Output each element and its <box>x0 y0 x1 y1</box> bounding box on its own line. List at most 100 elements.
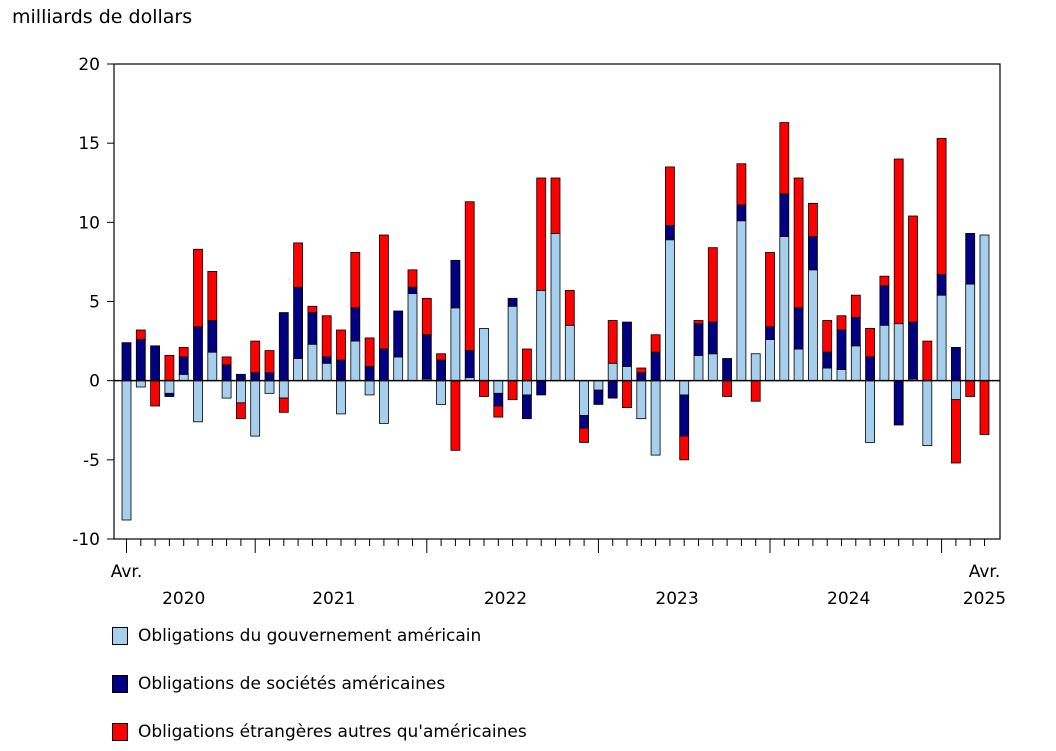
bar-gov-44 <box>750 353 761 382</box>
bar-foreign-48 <box>808 202 818 237</box>
bar-corp-2 <box>150 345 161 382</box>
bar-gov-8 <box>235 380 246 404</box>
bar-foreign-52 <box>865 328 875 358</box>
bar-foreign-55 <box>908 215 918 323</box>
bar-foreign-8 <box>235 402 246 420</box>
bar-foreign-18 <box>378 234 389 350</box>
bar-gov-33 <box>593 380 604 391</box>
legend-label-corp: Obligations de sociétés américaines <box>138 674 446 694</box>
bar-foreign-34 <box>607 320 618 364</box>
bar-corp-15 <box>336 359 346 382</box>
bar-foreign-60 <box>979 380 990 435</box>
bar-gov-47 <box>793 348 804 382</box>
bar-foreign-28 <box>522 348 532 382</box>
bar-foreign-41 <box>707 247 718 323</box>
bar-corp-23 <box>450 259 461 309</box>
bar-gov-13 <box>307 343 318 382</box>
bar-gov-30 <box>550 233 561 382</box>
bar-foreign-26 <box>493 405 504 418</box>
bar-gov-17 <box>364 380 375 396</box>
bar-corp-45 <box>765 326 775 340</box>
bar-foreign-47 <box>793 177 804 309</box>
bar-corp-1 <box>135 339 146 382</box>
bar-foreign-16 <box>350 252 361 309</box>
bar-corp-22 <box>436 359 447 382</box>
bar-gov-34 <box>607 362 618 382</box>
bar-corp-29 <box>536 380 547 396</box>
bar-corp-37 <box>650 351 661 382</box>
bar-gov-26 <box>493 380 504 394</box>
bar-corp-59 <box>965 233 976 285</box>
bar-corp-55 <box>908 321 918 380</box>
bar-gov-60 <box>979 234 990 382</box>
bar-gov-25 <box>479 328 489 382</box>
bar-foreign-40 <box>693 320 704 325</box>
y-tick-label-0: 0 <box>89 372 100 392</box>
bar-gov-20 <box>407 293 418 382</box>
bar-corp-32 <box>579 415 589 429</box>
bar-foreign-53 <box>879 275 890 287</box>
bar-gov-32 <box>579 380 589 416</box>
x-year-label-2023: 2023 <box>655 589 698 609</box>
bar-corp-24 <box>464 350 475 378</box>
x-year-label-2020: 2020 <box>162 589 205 609</box>
bar-foreign-5 <box>193 248 203 328</box>
legend-swatch-gov <box>112 627 128 645</box>
bar-foreign-13 <box>307 305 318 313</box>
bar-corp-34 <box>607 380 618 399</box>
bar-corp-42 <box>722 358 732 382</box>
y-axis: -10 -5 0 5 10 15 20 <box>72 55 114 550</box>
bar-foreign-17 <box>364 337 375 367</box>
y-axis-unit-label: milliards de dollars <box>12 6 193 28</box>
bar-gov-36 <box>636 380 647 420</box>
bar-gov-6 <box>207 351 218 382</box>
bar-corp-8 <box>235 373 246 382</box>
bar-chart: -10 -5 0 5 10 15 20 Avr. Avr. 2020 2021 2022 2023 20… <box>72 55 1006 609</box>
bar-foreign-1 <box>135 329 146 340</box>
bar-foreign-43 <box>736 163 747 206</box>
bar-gov-40 <box>693 354 704 382</box>
y-tick-label-15: 15 <box>78 134 100 154</box>
bar-gov-10 <box>264 380 275 394</box>
bar-foreign-10 <box>264 350 275 374</box>
bar-foreign-22 <box>436 353 447 361</box>
bar-corp-46 <box>779 193 790 237</box>
y-tick-label-10: 10 <box>78 213 100 233</box>
x-year-label-2024: 2024 <box>827 589 870 609</box>
bar-corp-49 <box>822 351 833 369</box>
bar-gov-39 <box>679 380 690 396</box>
bar-corp-43 <box>736 204 747 222</box>
bar-corp-26 <box>493 392 504 407</box>
bar-gov-50 <box>836 369 847 382</box>
bar-corp-14 <box>321 356 332 364</box>
x-year-label-2025: 2025 <box>963 589 1006 609</box>
bar-foreign-35 <box>622 380 632 408</box>
bar-gov-41 <box>707 353 718 382</box>
bar-corp-10 <box>264 372 275 382</box>
bar-foreign-54 <box>893 158 904 325</box>
bar-gov-57 <box>936 294 947 382</box>
legend-item-corp: Obligations de sociétés américaines <box>112 674 445 694</box>
bar-foreign-20 <box>407 269 418 288</box>
bar-corp-0 <box>121 342 132 382</box>
bar-foreign-12 <box>293 242 304 288</box>
bar-corp-40 <box>693 323 704 356</box>
bar-gov-51 <box>850 345 861 382</box>
bar-corp-11 <box>278 312 289 382</box>
bar-foreign-21 <box>421 297 432 336</box>
bar-foreign-58 <box>951 399 961 464</box>
bar-foreign-3 <box>164 354 175 382</box>
bar-gov-3 <box>164 380 175 394</box>
bars-layer <box>121 122 990 521</box>
x-end-month-label: Avr. <box>969 562 1001 582</box>
bar-corp-47 <box>793 307 804 350</box>
bar-gov-56 <box>922 380 933 446</box>
bar-gov-15 <box>336 380 346 415</box>
bar-gov-37 <box>650 380 661 456</box>
bar-foreign-2 <box>150 380 161 407</box>
bar-gov-43 <box>736 220 747 382</box>
bar-corp-12 <box>293 286 304 359</box>
bar-foreign-45 <box>765 252 775 328</box>
bar-corp-58 <box>951 347 961 382</box>
x-year-label-2021: 2021 <box>312 589 355 609</box>
